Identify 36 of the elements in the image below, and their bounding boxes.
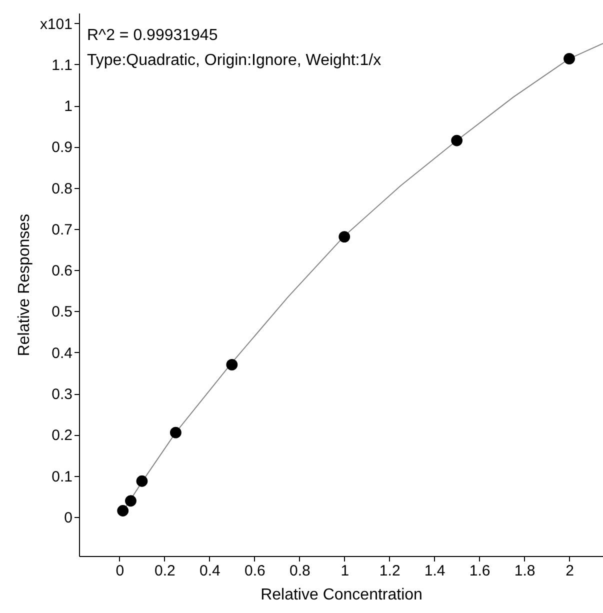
point [170, 426, 182, 438]
y-tick-label: 0.2 [52, 427, 72, 444]
x-tick-label: 0 [116, 562, 124, 580]
x-tick-label: 0.2 [154, 562, 176, 580]
y-axis-title: Relative Responses [16, 214, 33, 356]
y-tick-label: 0.7 [52, 221, 72, 238]
y-tick-label: x101 [40, 16, 72, 33]
annotation: R^2 = 0.99931945 [87, 27, 218, 44]
y-tick-label: 0.4 [52, 344, 72, 362]
x-axis-title: Relative Concentration [260, 586, 422, 604]
x-tick-label: 1.2 [379, 562, 400, 580]
point [117, 505, 129, 516]
x-tick-label: 0.4 [200, 562, 220, 580]
x-tick-label: 1.8 [514, 562, 536, 580]
point [125, 495, 136, 507]
point [338, 231, 350, 242]
y-tick-label: 0.6 [52, 262, 72, 280]
x-tick-label: 1.4 [424, 562, 446, 580]
y-tick-label: 1 [64, 98, 72, 116]
annotation: Type:Quadratic, Origin:Ignore, Weight:1/x [87, 52, 382, 69]
point [136, 475, 148, 487]
x-tick-label: 1.6 [469, 562, 490, 580]
x-tick-label: 0.8 [289, 562, 310, 580]
x-tick-label: 0.6 [244, 562, 266, 580]
y-tick-label: 0.8 [52, 180, 72, 198]
y-tick-label: 0.1 [52, 468, 72, 486]
x-tick-label: 1 [340, 562, 350, 580]
x-tick-label: 2 [566, 562, 574, 580]
y-tick-label: 0.5 [52, 304, 72, 321]
y-tick-label: 0 [64, 509, 72, 526]
y-tick-label: 0.9 [52, 139, 72, 156]
y-tick-label: 0.3 [52, 386, 72, 404]
point [226, 359, 238, 370]
point [564, 52, 575, 64]
y-tick-label: 1.1 [52, 56, 72, 74]
point [451, 134, 463, 146]
